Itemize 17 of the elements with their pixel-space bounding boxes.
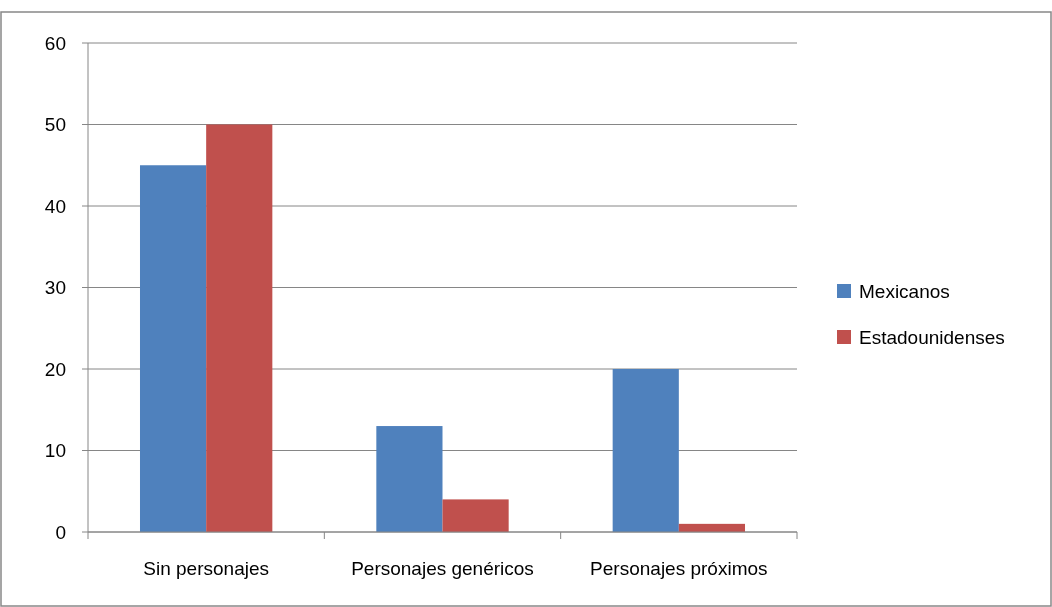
x-tick-label: Personajes próximos	[590, 558, 768, 579]
legend-label: Mexicanos	[859, 280, 950, 302]
bar	[612, 369, 679, 532]
bar	[206, 124, 273, 532]
x-tick-label: Sin personajes	[143, 558, 270, 579]
legend-label: Estadounidenses	[859, 326, 1005, 348]
y-tick-label: 30	[44, 277, 66, 299]
bar	[442, 499, 509, 532]
y-tick-label: 50	[44, 114, 66, 136]
y-tick-label: 10	[44, 440, 66, 462]
y-tick-label: 60	[44, 32, 66, 54]
bar	[376, 426, 443, 532]
y-tick-label: 40	[44, 195, 66, 217]
x-tick-label: Personajes genéricos	[351, 558, 534, 579]
bar	[139, 165, 207, 532]
y-tick-label: 20	[44, 358, 66, 380]
y-tick-label: 0	[55, 521, 66, 543]
